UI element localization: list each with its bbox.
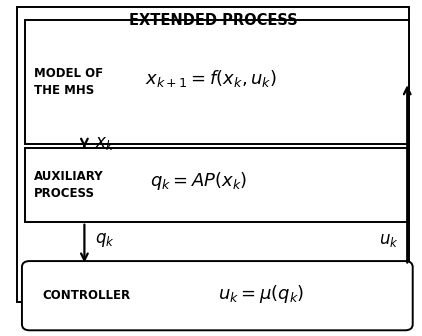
Text: $u_k$: $u_k$ [379, 231, 399, 249]
FancyBboxPatch shape [22, 261, 413, 330]
Text: $q_k$: $q_k$ [95, 231, 115, 249]
Text: AUXILIARY
PROCESS: AUXILIARY PROCESS [34, 170, 103, 200]
Bar [17, 7, 409, 302]
Text: $x_k$: $x_k$ [95, 134, 114, 152]
Text: MODEL OF
THE MHS: MODEL OF THE MHS [34, 67, 103, 97]
Text: $u_k = \mu\left(q_k\right)$: $u_k = \mu\left(q_k\right)$ [219, 283, 305, 305]
Text: $x_{k+1} = f\left(x_k, u_k\right)$: $x_{k+1} = f\left(x_k, u_k\right)$ [145, 69, 277, 89]
Text: CONTROLLER: CONTROLLER [42, 289, 130, 302]
Text: $q_k = AP\left(x_k\right)$: $q_k = AP\left(x_k\right)$ [150, 170, 247, 193]
Text: EXTENDED PROCESS: EXTENDED PROCESS [129, 13, 298, 29]
Bar [25, 20, 409, 144]
Bar [25, 148, 409, 222]
